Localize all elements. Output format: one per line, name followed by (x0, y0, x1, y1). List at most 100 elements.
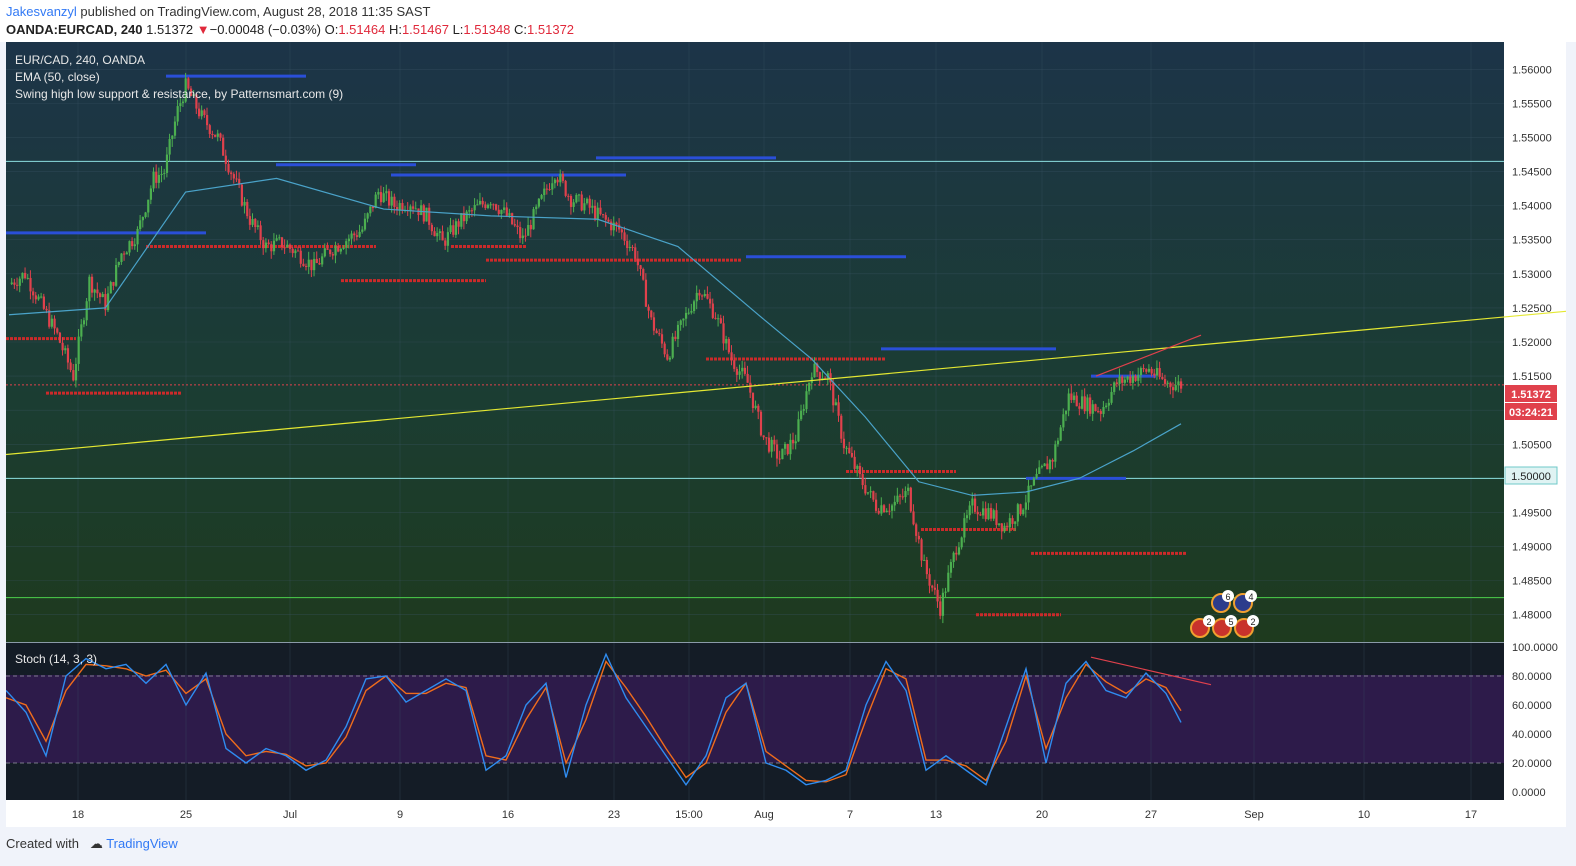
candle-body (291, 248, 294, 254)
candle-body (1150, 368, 1153, 374)
candle-body (305, 266, 308, 268)
candle-body (171, 135, 174, 139)
candle-body (342, 247, 345, 249)
price-tick-label: 1.52000 (1512, 337, 1552, 349)
candle-body (1043, 463, 1046, 467)
candle-body (757, 405, 760, 412)
candle-body (679, 320, 682, 325)
candle-body (556, 179, 559, 183)
candle-body (246, 201, 249, 217)
candle-body (567, 195, 570, 197)
chart-container[interactable]: 1.56000 1.55500 1.55000 1.54500 1.54000 1.535… (6, 42, 1566, 827)
price-tick-label: 1.48000 (1512, 610, 1552, 622)
candle-body (1161, 376, 1164, 380)
candle-body (339, 248, 342, 252)
price-axis[interactable] (1504, 42, 1566, 800)
candle-body (516, 225, 519, 228)
candle-body (569, 195, 573, 207)
candle-body (1094, 404, 1097, 412)
candle-body (147, 199, 150, 213)
candle-body (489, 204, 492, 206)
candle-body (821, 378, 824, 380)
candle-body (1102, 407, 1105, 414)
candle-body (16, 284, 19, 286)
candle-body (1006, 525, 1009, 528)
candle-body (441, 231, 444, 241)
candle-body (163, 172, 166, 174)
candle-body (96, 289, 99, 294)
candle-body (789, 439, 792, 455)
candle-body (754, 405, 757, 409)
candle-body (141, 217, 144, 221)
candle-body (371, 206, 375, 209)
candle-body (366, 213, 369, 219)
stochastic-lines (6, 652, 1212, 786)
candle-body (853, 456, 856, 469)
candle-body (1113, 382, 1116, 392)
event-count-badge (1203, 615, 1215, 627)
author-link[interactable]: Jakesvanzyl (6, 4, 77, 19)
publish-header: Jakesvanzyl published on TradingView.com… (0, 0, 1576, 42)
candle-body (583, 203, 586, 211)
candle-body (18, 278, 21, 286)
ema-50-line (8, 177, 1182, 497)
candle-body (230, 172, 233, 175)
candle-body (925, 559, 928, 575)
candle-body (353, 233, 356, 236)
candle-body (650, 310, 653, 318)
candle-body (738, 371, 741, 375)
candle-body (1072, 395, 1076, 400)
last-price: 1.51372 (146, 22, 194, 37)
stoch-tick-label: 0.0000 (1512, 787, 1546, 799)
candle-body (872, 491, 875, 500)
candle-body (42, 296, 45, 309)
candle-body (216, 133, 219, 137)
candle-body (214, 134, 217, 137)
candle-body (131, 241, 134, 247)
candle-body (521, 235, 524, 239)
stoch-tick-label: 20.0000 (1512, 758, 1552, 770)
candle-body (412, 206, 415, 209)
candle-body (176, 106, 179, 122)
candle-body (1166, 382, 1169, 384)
candle-body (706, 293, 709, 299)
candle-body (1163, 379, 1167, 384)
candle-body (1038, 467, 1041, 474)
candle-body (786, 443, 789, 455)
candle-body (808, 382, 811, 392)
candle-body (741, 367, 744, 372)
candle-body (93, 289, 96, 293)
candle-body (1008, 518, 1011, 528)
candle-body (610, 221, 613, 231)
candle-body (904, 490, 907, 498)
candle-body (1064, 410, 1068, 415)
candle-body (40, 296, 43, 298)
time-axis[interactable] (6, 800, 1504, 827)
candle-body (580, 194, 583, 211)
legend-ema: EMA (50, close) (15, 70, 100, 84)
tradingview-link[interactable]: TradingView (106, 836, 178, 851)
candle-body (56, 328, 59, 333)
chart-svg[interactable]: 1.56000 1.55500 1.55000 1.54500 1.54000 1.535… (6, 42, 1566, 827)
candle-body (280, 237, 284, 248)
candle-body (955, 552, 958, 555)
stoch-divergence-line (1090, 656, 1212, 686)
candle-body (907, 487, 910, 491)
event-markers[interactable]: 6 4 2 5 2 (1190, 590, 1259, 638)
candle-body (508, 213, 511, 216)
candle-body (82, 320, 86, 325)
trendline[interactable] (6, 310, 1566, 456)
countdown-label: 03:24:21 (1509, 407, 1553, 419)
candle-body (727, 338, 730, 353)
candle-body (1158, 368, 1161, 377)
candle-body (500, 210, 503, 214)
candle-body (1099, 411, 1102, 414)
candle-body (775, 444, 779, 459)
candle-body (973, 498, 977, 512)
stoch-k-line (6, 652, 1182, 786)
candle-body (1051, 459, 1054, 462)
candle-body (695, 292, 698, 302)
candle-body (749, 382, 752, 393)
price-tick-label: 1.55000 (1512, 132, 1552, 144)
candle-body (783, 443, 787, 449)
